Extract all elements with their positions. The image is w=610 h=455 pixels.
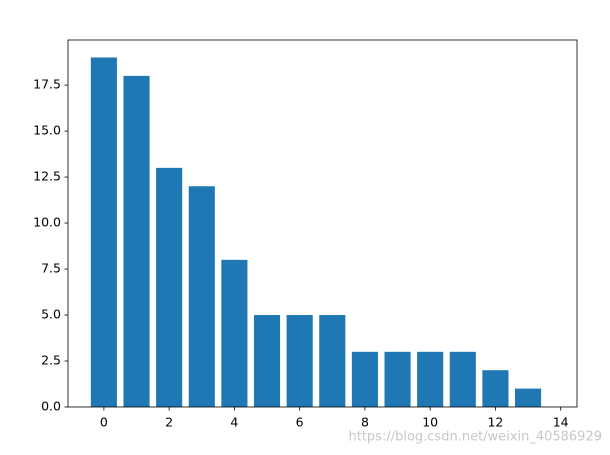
- x-tick-label: 14: [553, 415, 569, 430]
- bar: [221, 259, 248, 407]
- watermark: https://blog.csdn.net/weixin_40586929: [348, 430, 602, 445]
- y-tick-label: 15.0: [33, 123, 61, 138]
- y-tick-label: 7.5: [41, 261, 61, 276]
- axes-frame: [67, 39, 578, 408]
- y-tick-label: 17.5: [33, 77, 61, 92]
- x-tick-label: 0: [100, 415, 108, 430]
- y-tick-label: 10.0: [33, 215, 61, 230]
- y-tick-label: 2.5: [41, 353, 61, 368]
- bar: [123, 75, 150, 407]
- x-tick-label: 10: [422, 415, 438, 430]
- x-tick-label: 2: [165, 415, 173, 430]
- bar: [351, 351, 378, 407]
- bar: [253, 315, 281, 407]
- y-tick-label: 5.0: [41, 307, 61, 322]
- bar: [449, 351, 476, 407]
- y-tick-label: 12.5: [33, 169, 61, 184]
- bar: [482, 370, 509, 407]
- bar: [188, 186, 215, 407]
- bar: [90, 57, 117, 407]
- x-tick-label: 8: [361, 415, 369, 430]
- x-tick-label: 4: [230, 415, 238, 430]
- x-tick-label: 6: [296, 415, 304, 430]
- bar: [515, 388, 542, 407]
- bar: [417, 351, 444, 407]
- bar: [384, 351, 411, 407]
- bar: [286, 315, 313, 407]
- bar: [319, 315, 346, 407]
- bar: [156, 167, 183, 407]
- y-tick-label: 0.0: [41, 399, 61, 414]
- x-tick-label: 12: [487, 415, 503, 430]
